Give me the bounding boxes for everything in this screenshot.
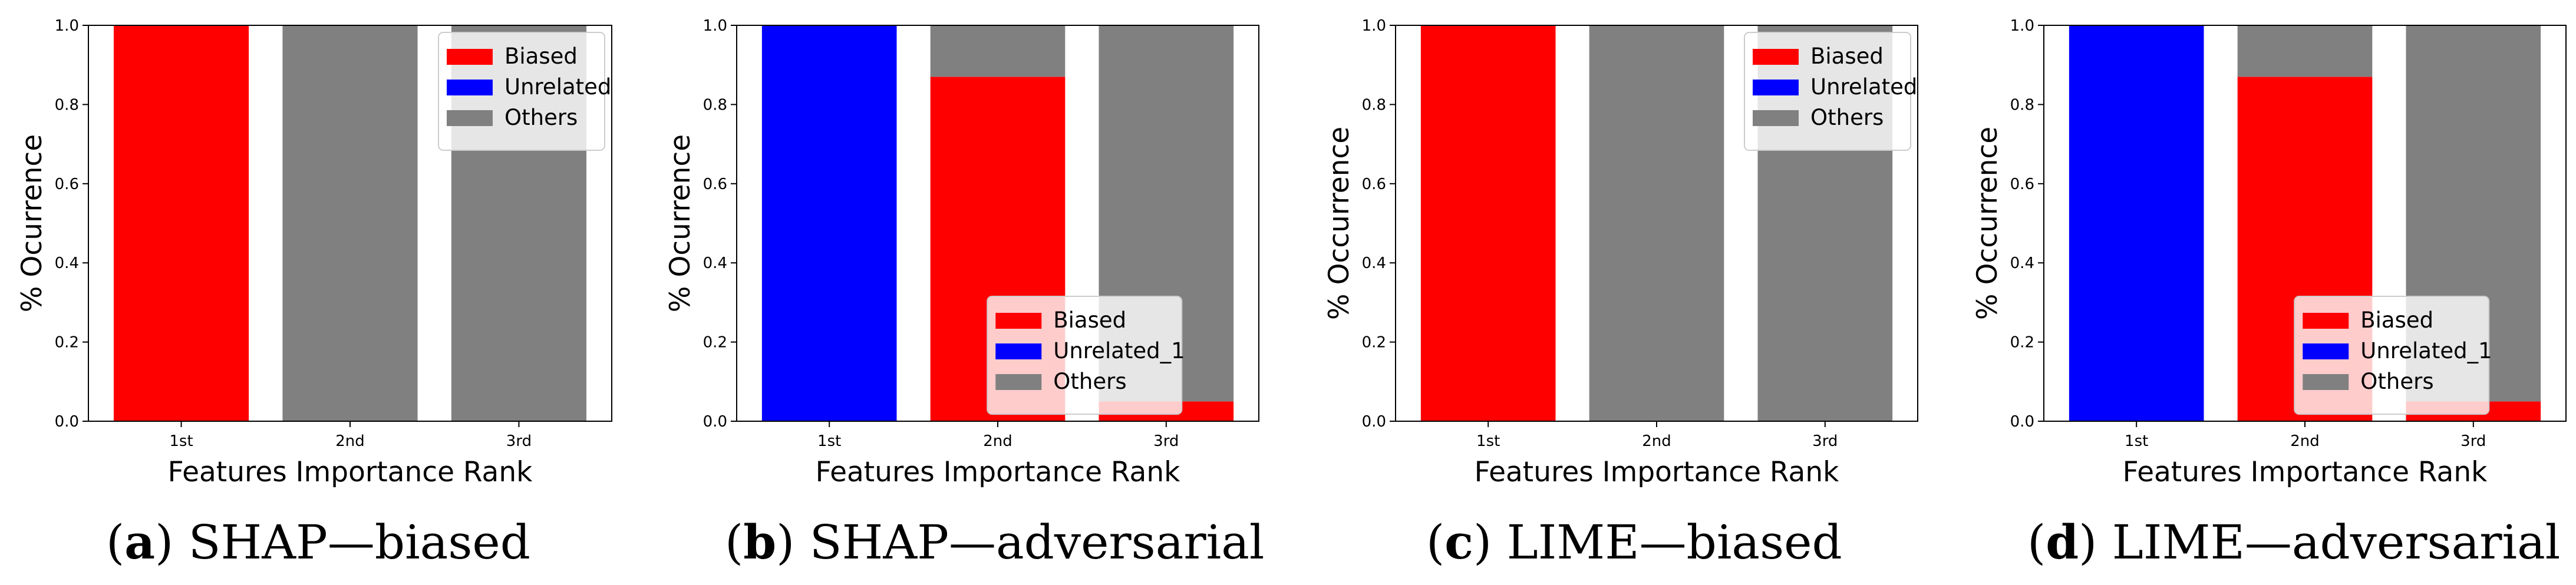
bar-others-2nd — [1589, 25, 1724, 421]
y-tick-label: 0.6 — [55, 176, 79, 193]
x-tick-label: 1st — [2125, 432, 2148, 450]
x-tick-label: 2nd — [335, 432, 365, 450]
x-axis-label: Features Importance Rank — [816, 456, 1181, 488]
caption-letter: a — [124, 514, 156, 570]
legend-swatch-unrelated-1 — [2303, 343, 2349, 359]
y-tick-label: 0.8 — [1362, 96, 1386, 114]
legend-swatch-biased — [1753, 49, 1799, 65]
legend-label: Unrelated_1 — [1053, 338, 1185, 363]
y-tick-label: 0.4 — [55, 255, 79, 272]
caption-d: (d) LIME—adversarial — [2027, 514, 2561, 570]
bar-unrelated-1-1st — [761, 25, 897, 421]
legend-label: Unrelated — [504, 74, 611, 100]
legend-label: Biased — [504, 44, 578, 69]
x-tick-label: 3rd — [2460, 432, 2486, 450]
y-tick-label: 0.2 — [703, 334, 727, 352]
legend-label: Others — [2360, 369, 2433, 394]
legend-swatch-biased — [2303, 313, 2349, 329]
legend-swatch-biased — [995, 313, 1042, 329]
y-tick-label: 0.0 — [55, 413, 79, 431]
caption-text: SHAP—biased — [188, 515, 530, 570]
legend-label: Biased — [1810, 44, 1884, 69]
legend-swatch-others — [995, 374, 1042, 390]
y-tick-label: 0.6 — [2010, 176, 2034, 193]
y-tick-label: 1.0 — [55, 17, 79, 35]
legend-swatch-biased — [447, 49, 493, 65]
caption-text: SHAP—adversarial — [809, 515, 1265, 570]
y-axis-label: % Ocurrence — [16, 134, 48, 312]
y-tick-label: 0.4 — [1362, 255, 1386, 272]
x-tick-label: 2nd — [983, 432, 1012, 450]
legend-swatch-unrelated — [1753, 80, 1799, 95]
y-tick-label: 0.2 — [1362, 334, 1386, 352]
y-tick-label: 0.0 — [703, 413, 727, 431]
legend-swatch-others — [1753, 110, 1799, 126]
y-tick-label: 0.8 — [2010, 96, 2034, 114]
y-axis-label: % Ocurrence — [664, 134, 697, 312]
y-tick-label: 0.2 — [2010, 334, 2034, 352]
legend-swatch-others — [447, 110, 493, 126]
legend-swatch-others — [2303, 374, 2349, 390]
y-tick-label: 0.6 — [703, 176, 727, 193]
x-tick-label: 2nd — [2290, 432, 2320, 450]
legend-label: Others — [1810, 105, 1884, 130]
x-axis-label: Features Importance Rank — [1475, 456, 1840, 488]
legend-label: Unrelated_1 — [2360, 338, 2492, 363]
y-axis-label: % Occurrence — [1971, 127, 2004, 320]
bar-others-2nd — [930, 25, 1066, 77]
axes-frame — [2043, 25, 2567, 422]
y-tick-label: 0.0 — [1362, 413, 1386, 431]
y-tick-label: 0.4 — [2010, 255, 2034, 272]
x-tick-label: 3rd — [506, 432, 532, 450]
axes-frame — [1395, 25, 1918, 422]
caption-letter: b — [743, 514, 777, 570]
x-tick-label: 2nd — [1642, 432, 1671, 450]
y-tick-label: 0.0 — [2010, 413, 2034, 431]
y-tick-label: 0.4 — [703, 255, 727, 272]
x-tick-label: 3rd — [1153, 432, 1179, 450]
y-tick-label: 1.0 — [2010, 17, 2034, 35]
caption-b: (b) SHAP—adversarial — [725, 514, 1265, 570]
caption-text: LIME—adversarial — [2112, 515, 2561, 570]
x-tick-label: 1st — [1476, 432, 1500, 450]
axes-frame — [88, 25, 612, 422]
bar-biased-1st — [1420, 25, 1556, 421]
legend-swatch-unrelated — [447, 80, 493, 95]
caption-text: LIME—biased — [1506, 515, 1842, 570]
caption-a: (a) SHAP—biased — [106, 514, 530, 570]
y-tick-label: 1.0 — [1362, 17, 1386, 35]
y-tick-label: 0.6 — [1362, 176, 1386, 193]
legend-swatch-unrelated-1 — [995, 343, 1042, 359]
x-tick-label: 3rd — [1812, 432, 1838, 450]
y-tick-label: 0.2 — [55, 334, 79, 352]
x-axis-label: Features Importance Rank — [2123, 456, 2488, 488]
bar-others-2nd — [2237, 25, 2373, 77]
y-axis-label: % Occurrence — [1323, 127, 1355, 320]
legend-label: Biased — [1053, 308, 1126, 333]
y-tick-label: 1.0 — [703, 17, 727, 35]
caption-c: (c) LIME—biased — [1426, 514, 1842, 570]
x-axis-label: Features Importance Rank — [168, 456, 533, 488]
bar-others-2nd — [282, 25, 418, 421]
legend-label: Biased — [2360, 308, 2433, 333]
axes-frame — [736, 25, 1259, 422]
legend-label: Others — [504, 105, 578, 130]
x-tick-label: 1st — [169, 432, 193, 450]
x-tick-label: 1st — [817, 432, 841, 450]
y-tick-label: 0.8 — [55, 96, 79, 114]
caption-letter: c — [1444, 514, 1473, 570]
bar-unrelated-1-1st — [2069, 25, 2204, 421]
legend-label: Others — [1053, 369, 1126, 394]
bar-biased-1st — [113, 25, 249, 421]
caption-letter: d — [2046, 514, 2079, 570]
legend-label: Unrelated — [1810, 74, 1917, 100]
y-tick-label: 0.8 — [703, 96, 727, 114]
